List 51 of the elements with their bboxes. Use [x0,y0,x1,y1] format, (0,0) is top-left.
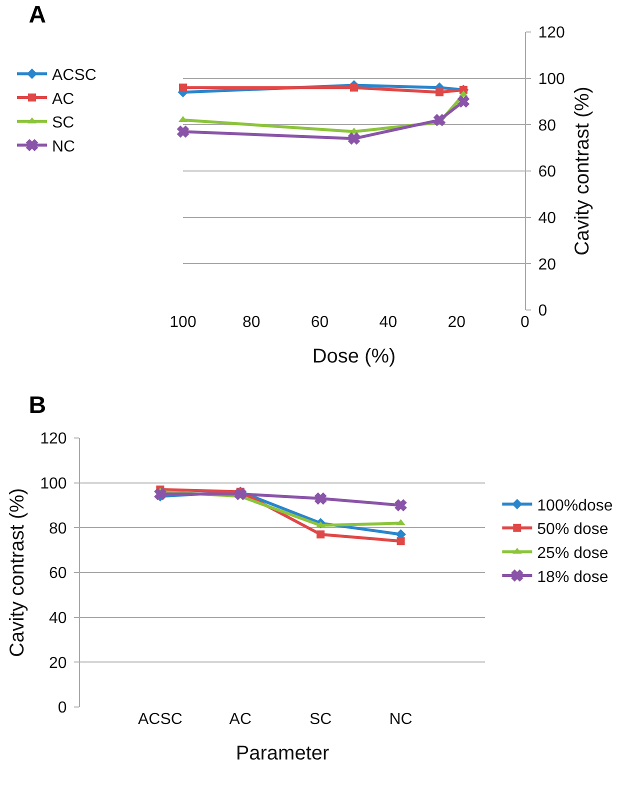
x-tick-label: 60 [310,314,329,331]
y2-tick-label: 0 [538,302,548,320]
y-tick-label: 80 [49,520,67,538]
point [350,84,358,92]
y2-tick-label: 20 [538,256,556,274]
x-tick-label: NC [389,711,412,728]
point [316,530,325,538]
x-tick-label: 0 [520,314,530,331]
legend-label: 25% dose [537,544,608,562]
y2-axis-title: Cavity contrast (%) [571,86,594,256]
point [177,126,189,138]
chart-title: A [28,2,46,29]
y-tick-label: 100 [40,475,67,492]
point [179,84,187,92]
x-axis-title: Dose (%) [312,346,396,368]
point [234,488,246,500]
y2-tick-label: 80 [538,117,556,134]
y-tick-label: 120 [40,430,67,448]
y-tick-label: 40 [49,610,67,627]
y-axis-title: Cavity contrast (%) [6,488,29,657]
y2-tick-label: 100 [538,70,565,88]
y2-tick-label: 120 [538,24,565,42]
legend-label: ACSC [52,66,96,84]
x-axis-title: Parameter [236,742,330,764]
x-tick-label: 20 [448,314,466,331]
y2-tick-label: 40 [538,210,556,227]
point [348,132,360,144]
legend-label: AC [52,90,74,108]
legend-label: 100%dose [537,497,613,514]
x-tick-label: 80 [242,314,260,331]
point [314,492,326,504]
y-tick-label: 0 [58,700,67,717]
legend-label: 18% dose [537,568,608,586]
point [458,96,470,108]
x-tick-label: ACSC [138,711,182,728]
x-tick-label: 40 [379,314,398,331]
x-tick-label: AC [229,711,252,728]
x-tick-label: 100 [170,314,196,331]
point [394,499,407,512]
point [436,88,444,96]
legend-label: 50% dose [537,521,608,538]
x-tick-label: SC [309,711,332,728]
point [434,114,446,126]
y-tick-label: 20 [49,654,67,672]
chart-title: B [28,392,46,419]
y2-tick-label: 60 [538,164,556,181]
point [154,488,166,500]
legend-label: SC [52,114,74,132]
legend-label: NC [52,138,76,156]
y-tick-label: 60 [49,565,67,582]
point [396,537,405,546]
